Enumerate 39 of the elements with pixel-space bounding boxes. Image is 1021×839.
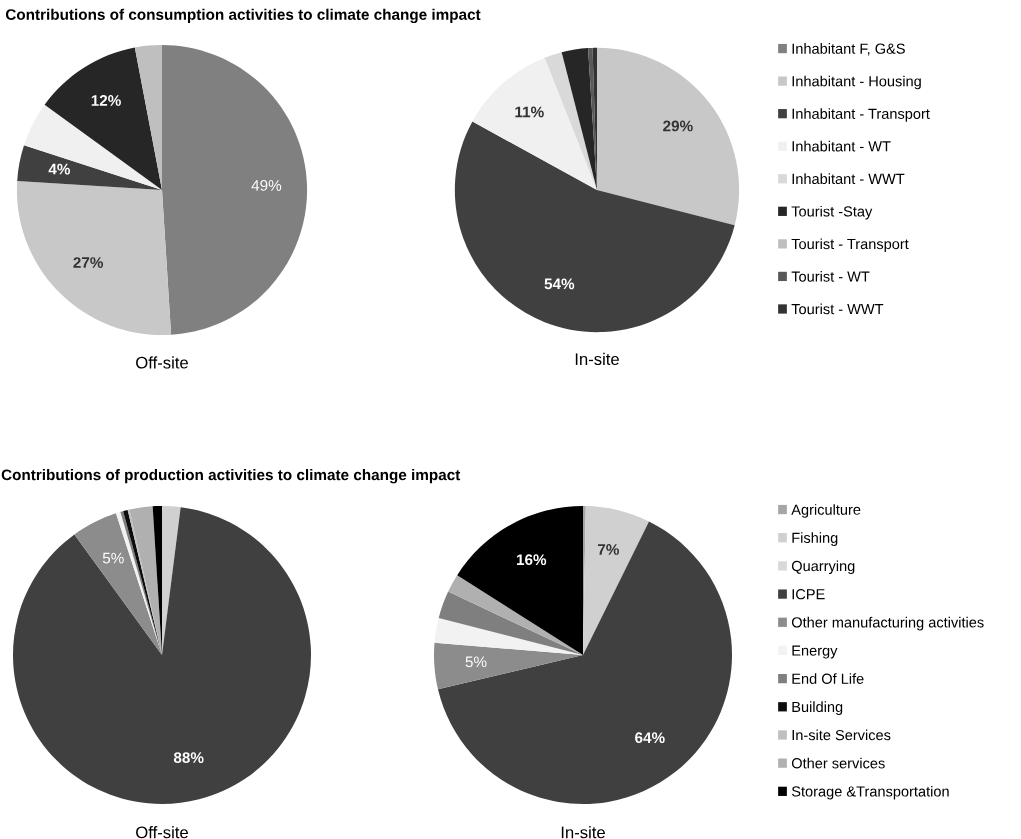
legend-label: Inhabitant - Housing <box>792 75 921 90</box>
legend-label: Tourist - WT <box>791 270 870 282</box>
data-label: 12% <box>91 95 121 106</box>
slice-label: Off-site <box>136 356 188 369</box>
data-label: 5% <box>465 656 487 668</box>
data-label: 27% <box>73 257 104 268</box>
slice-label: Off-site <box>136 826 188 839</box>
data-label: 5% <box>102 552 124 564</box>
data-label: 29% <box>663 120 693 132</box>
legend-label: Tourist - WWT <box>791 303 884 315</box>
data-label: 54% <box>544 278 575 290</box>
legend-label: Inhabitant - Transport <box>792 108 930 122</box>
legend-label: Tourist - Transport <box>791 238 909 253</box>
legend-label: Other services <box>791 757 885 769</box>
legend-label: Agriculture <box>791 504 861 518</box>
data-label: 49% <box>251 180 282 191</box>
data-label: 16% <box>516 554 547 566</box>
data-label: 7% <box>597 544 620 555</box>
chart-title: Contributions of consumption activities to climate change impact <box>5 8 481 24</box>
chart-title: Contributions of production activities to climate change impact <box>1 469 461 484</box>
data-label: 11% <box>515 106 544 118</box>
legend-label: Inhabitant F, G&S <box>792 43 905 56</box>
legend-label: Energy <box>792 645 838 659</box>
data-label: 4% <box>48 163 71 175</box>
legend-label: Building <box>792 701 843 715</box>
legend-label: ICPE <box>792 589 825 600</box>
legend-label: End Of Life <box>792 673 864 684</box>
data-label: 64% <box>635 732 665 744</box>
legend-label: Quarrying <box>791 560 855 575</box>
legend-label: In-site Services <box>792 729 891 741</box>
data-label: 88% <box>173 752 204 764</box>
slice-label: In-site <box>575 352 619 366</box>
legend-label: Inhabitant - WWT <box>792 173 905 185</box>
legend-label: Tourist -Stay <box>791 205 873 220</box>
legend-label: Inhabitant - WT <box>792 140 891 152</box>
slice-label: In-site <box>561 826 605 839</box>
legend-label: Fishing <box>792 532 838 546</box>
legend-label: Other manufacturing activities <box>791 616 984 631</box>
legend-label: Storage &Transportation <box>791 785 949 800</box>
